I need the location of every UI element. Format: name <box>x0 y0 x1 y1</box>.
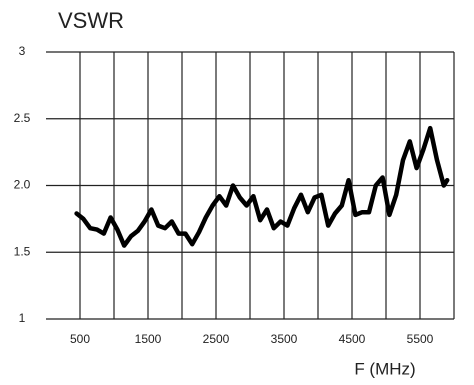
y-tick-label: 2.5 <box>14 111 31 125</box>
y-tick-label: 2.0 <box>14 178 31 192</box>
x-tick-label: 4500 <box>339 332 366 346</box>
x-tick-label: 500 <box>70 332 90 346</box>
x-axis-label: F (MHz) <box>354 359 415 378</box>
x-tick-label: 2500 <box>203 332 230 346</box>
chart-title: VSWR <box>58 8 124 33</box>
data-line <box>74 125 450 248</box>
y-tick-label: 1 <box>19 311 26 325</box>
x-tick-label: 1500 <box>135 332 162 346</box>
x-tick-label: 5500 <box>407 332 434 346</box>
y-tick-label: 3 <box>19 44 26 58</box>
x-tick-label: 3500 <box>271 332 298 346</box>
y-tick-label: 1.5 <box>14 244 31 258</box>
